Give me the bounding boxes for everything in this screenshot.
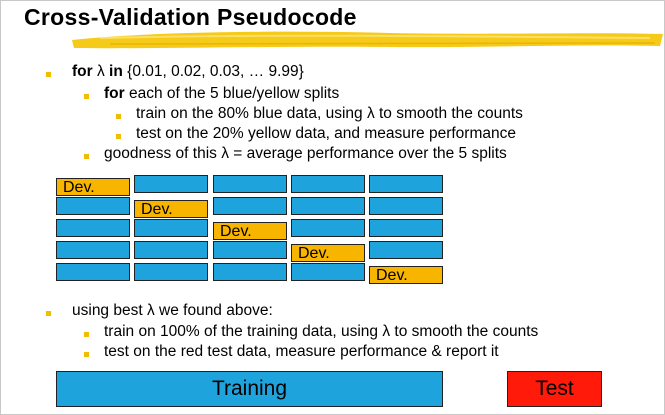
loop-splits-line: for each of the 5 blue/yellow splits [104, 85, 339, 103]
train-split-cell [369, 197, 443, 215]
dev-split-cell: Dev. [291, 244, 365, 262]
dev-split-cell: Dev. [369, 266, 443, 284]
train-split-cell [134, 219, 208, 237]
loop-lambda-line: for λ in {0.01, 0.02, 0.03, … 9.99} [72, 63, 304, 81]
keyword-in: in [109, 63, 123, 80]
splits-text: each of the 5 blue/yellow splits [128, 85, 340, 102]
training-bar: Training [56, 371, 443, 407]
train-split-cell [369, 175, 443, 193]
dev-split-cell: Dev. [134, 200, 208, 218]
train-split-cell [213, 263, 287, 281]
train-step-line: train on the 80% blue data, using λ to s… [136, 105, 523, 122]
dev-label: Dev. [376, 267, 408, 284]
keyword-for: for [72, 63, 93, 80]
final-test-line: test on the red test data, measure perfo… [104, 343, 499, 360]
bullet-marker [84, 352, 89, 357]
bullet-marker [46, 311, 51, 316]
final-train-line: train on 100% of the training data, usin… [104, 323, 539, 340]
dev-label: Dev. [220, 223, 252, 240]
dev-label: Dev. [141, 201, 173, 218]
dev-split-cell: Dev. [56, 178, 130, 196]
train-split-cell [291, 175, 365, 193]
train-split-cell [213, 197, 287, 215]
train-split-cell [56, 263, 130, 281]
bullet-marker [116, 134, 121, 139]
train-split-cell [291, 263, 365, 281]
lambda-range: {0.01, 0.02, 0.03, … 9.99} [127, 63, 304, 80]
bullet-marker [84, 332, 89, 337]
train-split-cell [56, 219, 130, 237]
lambda-symbol: λ [96, 63, 105, 80]
train-split-cell [213, 241, 287, 259]
bullet-marker [46, 72, 51, 77]
train-split-cell [369, 219, 443, 237]
dev-label: Dev. [63, 179, 95, 196]
bullet-marker [116, 114, 121, 119]
train-split-cell [134, 263, 208, 281]
bullet-marker [84, 154, 89, 159]
train-split-cell [56, 241, 130, 259]
dev-label: Dev. [298, 245, 330, 262]
bullet-marker [84, 94, 89, 99]
train-split-cell [369, 241, 443, 259]
train-split-cell [291, 219, 365, 237]
dev-split-cell: Dev. [213, 222, 287, 240]
page-title: Cross-Validation Pseudocode [24, 4, 357, 30]
test-bar: Test [507, 371, 602, 407]
keyword-for: for [104, 85, 125, 102]
goodness-line: goodness of this λ = average performance… [104, 145, 507, 162]
test-step-line: test on the 20% yellow data, and measure… [136, 125, 516, 142]
best-lambda-line: using best λ we found above: [72, 302, 273, 319]
highlight-brush-stroke [72, 31, 663, 49]
train-split-cell [56, 197, 130, 215]
train-split-cell [291, 197, 365, 215]
train-split-cell [134, 175, 208, 193]
train-split-cell [134, 241, 208, 259]
train-split-cell [213, 175, 287, 193]
